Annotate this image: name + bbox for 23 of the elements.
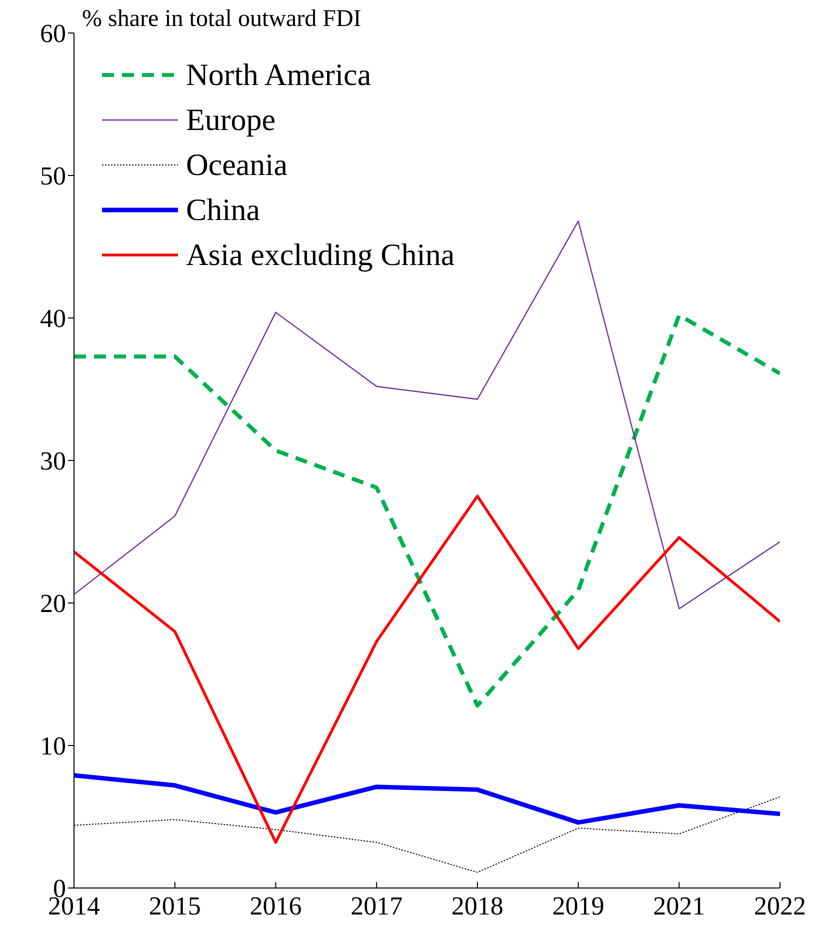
y-tick-label: 20 — [40, 589, 66, 618]
line-series — [74, 313, 780, 708]
y-axis-title: % share in total outward FDI — [82, 6, 362, 33]
x-tick-label: 2016 — [250, 891, 302, 920]
legend-label: Europe — [186, 102, 276, 138]
y-tick-label: 10 — [40, 732, 66, 761]
x-tick-label: 2017 — [350, 891, 403, 920]
legend-label: Oceania — [186, 146, 288, 182]
legend-label: North America — [186, 56, 372, 92]
y-tick-label: 50 — [40, 162, 66, 191]
x-tick-label: 2021 — [653, 891, 706, 920]
legend-label: China — [186, 192, 260, 228]
legend-label: Asia excluding China — [186, 236, 455, 272]
x-tick-label: 2022 — [754, 891, 806, 920]
y-tick-label: 30 — [40, 446, 66, 476]
y-tick-label: 40 — [40, 304, 66, 334]
line-series — [74, 494, 780, 844]
line-series — [74, 773, 780, 825]
x-tick-label: 2015 — [148, 891, 201, 920]
y-tick-label: 60 — [40, 19, 66, 48]
x-tick-label: 2019 — [552, 891, 604, 920]
x-tick-label: 2018 — [451, 891, 504, 920]
line-series — [74, 220, 780, 610]
